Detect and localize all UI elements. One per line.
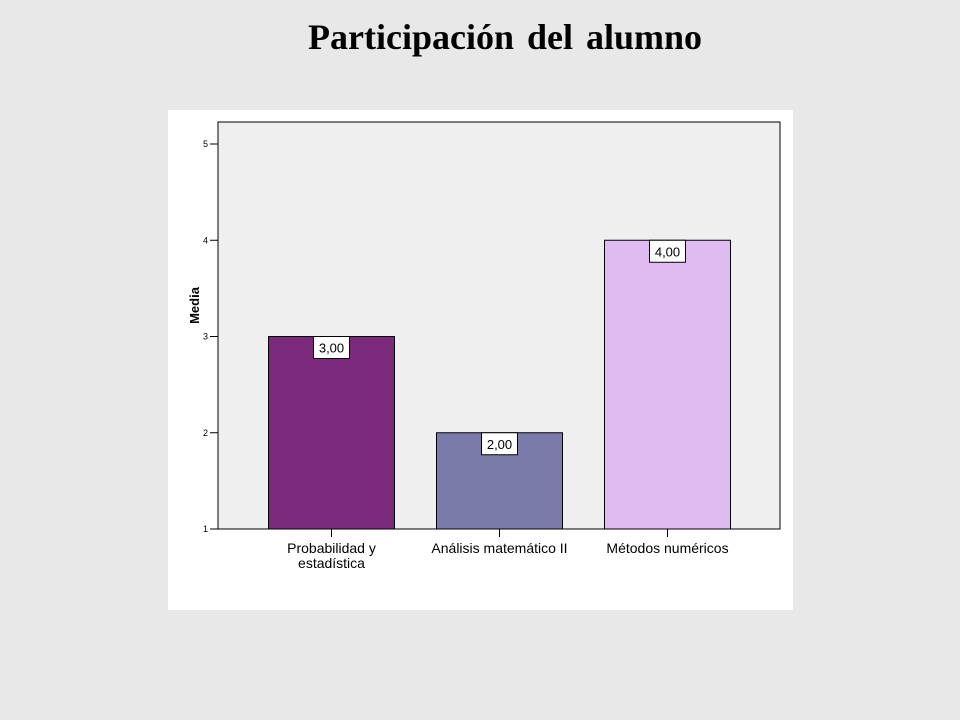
y-tick-label: 4: [203, 235, 208, 245]
data-label: 3,00: [319, 341, 344, 356]
bars: 3,00 2,00 4,00: [268, 239, 731, 530]
data-label-box: [313, 336, 350, 359]
y-tick-label: 3: [203, 332, 208, 342]
y-tick-label: 1: [203, 524, 208, 534]
slide-title: Participación del alumno: [308, 17, 702, 57]
y-tick-label: 5: [203, 139, 208, 149]
y-axis: 1 2 3 4 5: [203, 139, 218, 534]
bar: [268, 336, 395, 530]
y-tick-label: 2: [203, 428, 208, 438]
bar-chart: 1 2 3 4 5 Media 3,00 2,00 4,00 Probabilidad ye…: [187, 121, 781, 571]
data-label: 2,00: [487, 437, 512, 452]
x-tick-label: Métodos numéricos: [606, 540, 728, 556]
x-tick-label: Probabilidad y: [287, 540, 376, 556]
data-label-box: [481, 432, 518, 456]
bar: [604, 239, 731, 530]
data-label: 4,00: [655, 244, 680, 259]
y-axis-title: Media: [187, 286, 202, 324]
x-tick-label: estadística: [298, 555, 365, 571]
data-label-box: [649, 239, 686, 263]
x-tick-label: Análisis matemático II: [431, 540, 567, 556]
